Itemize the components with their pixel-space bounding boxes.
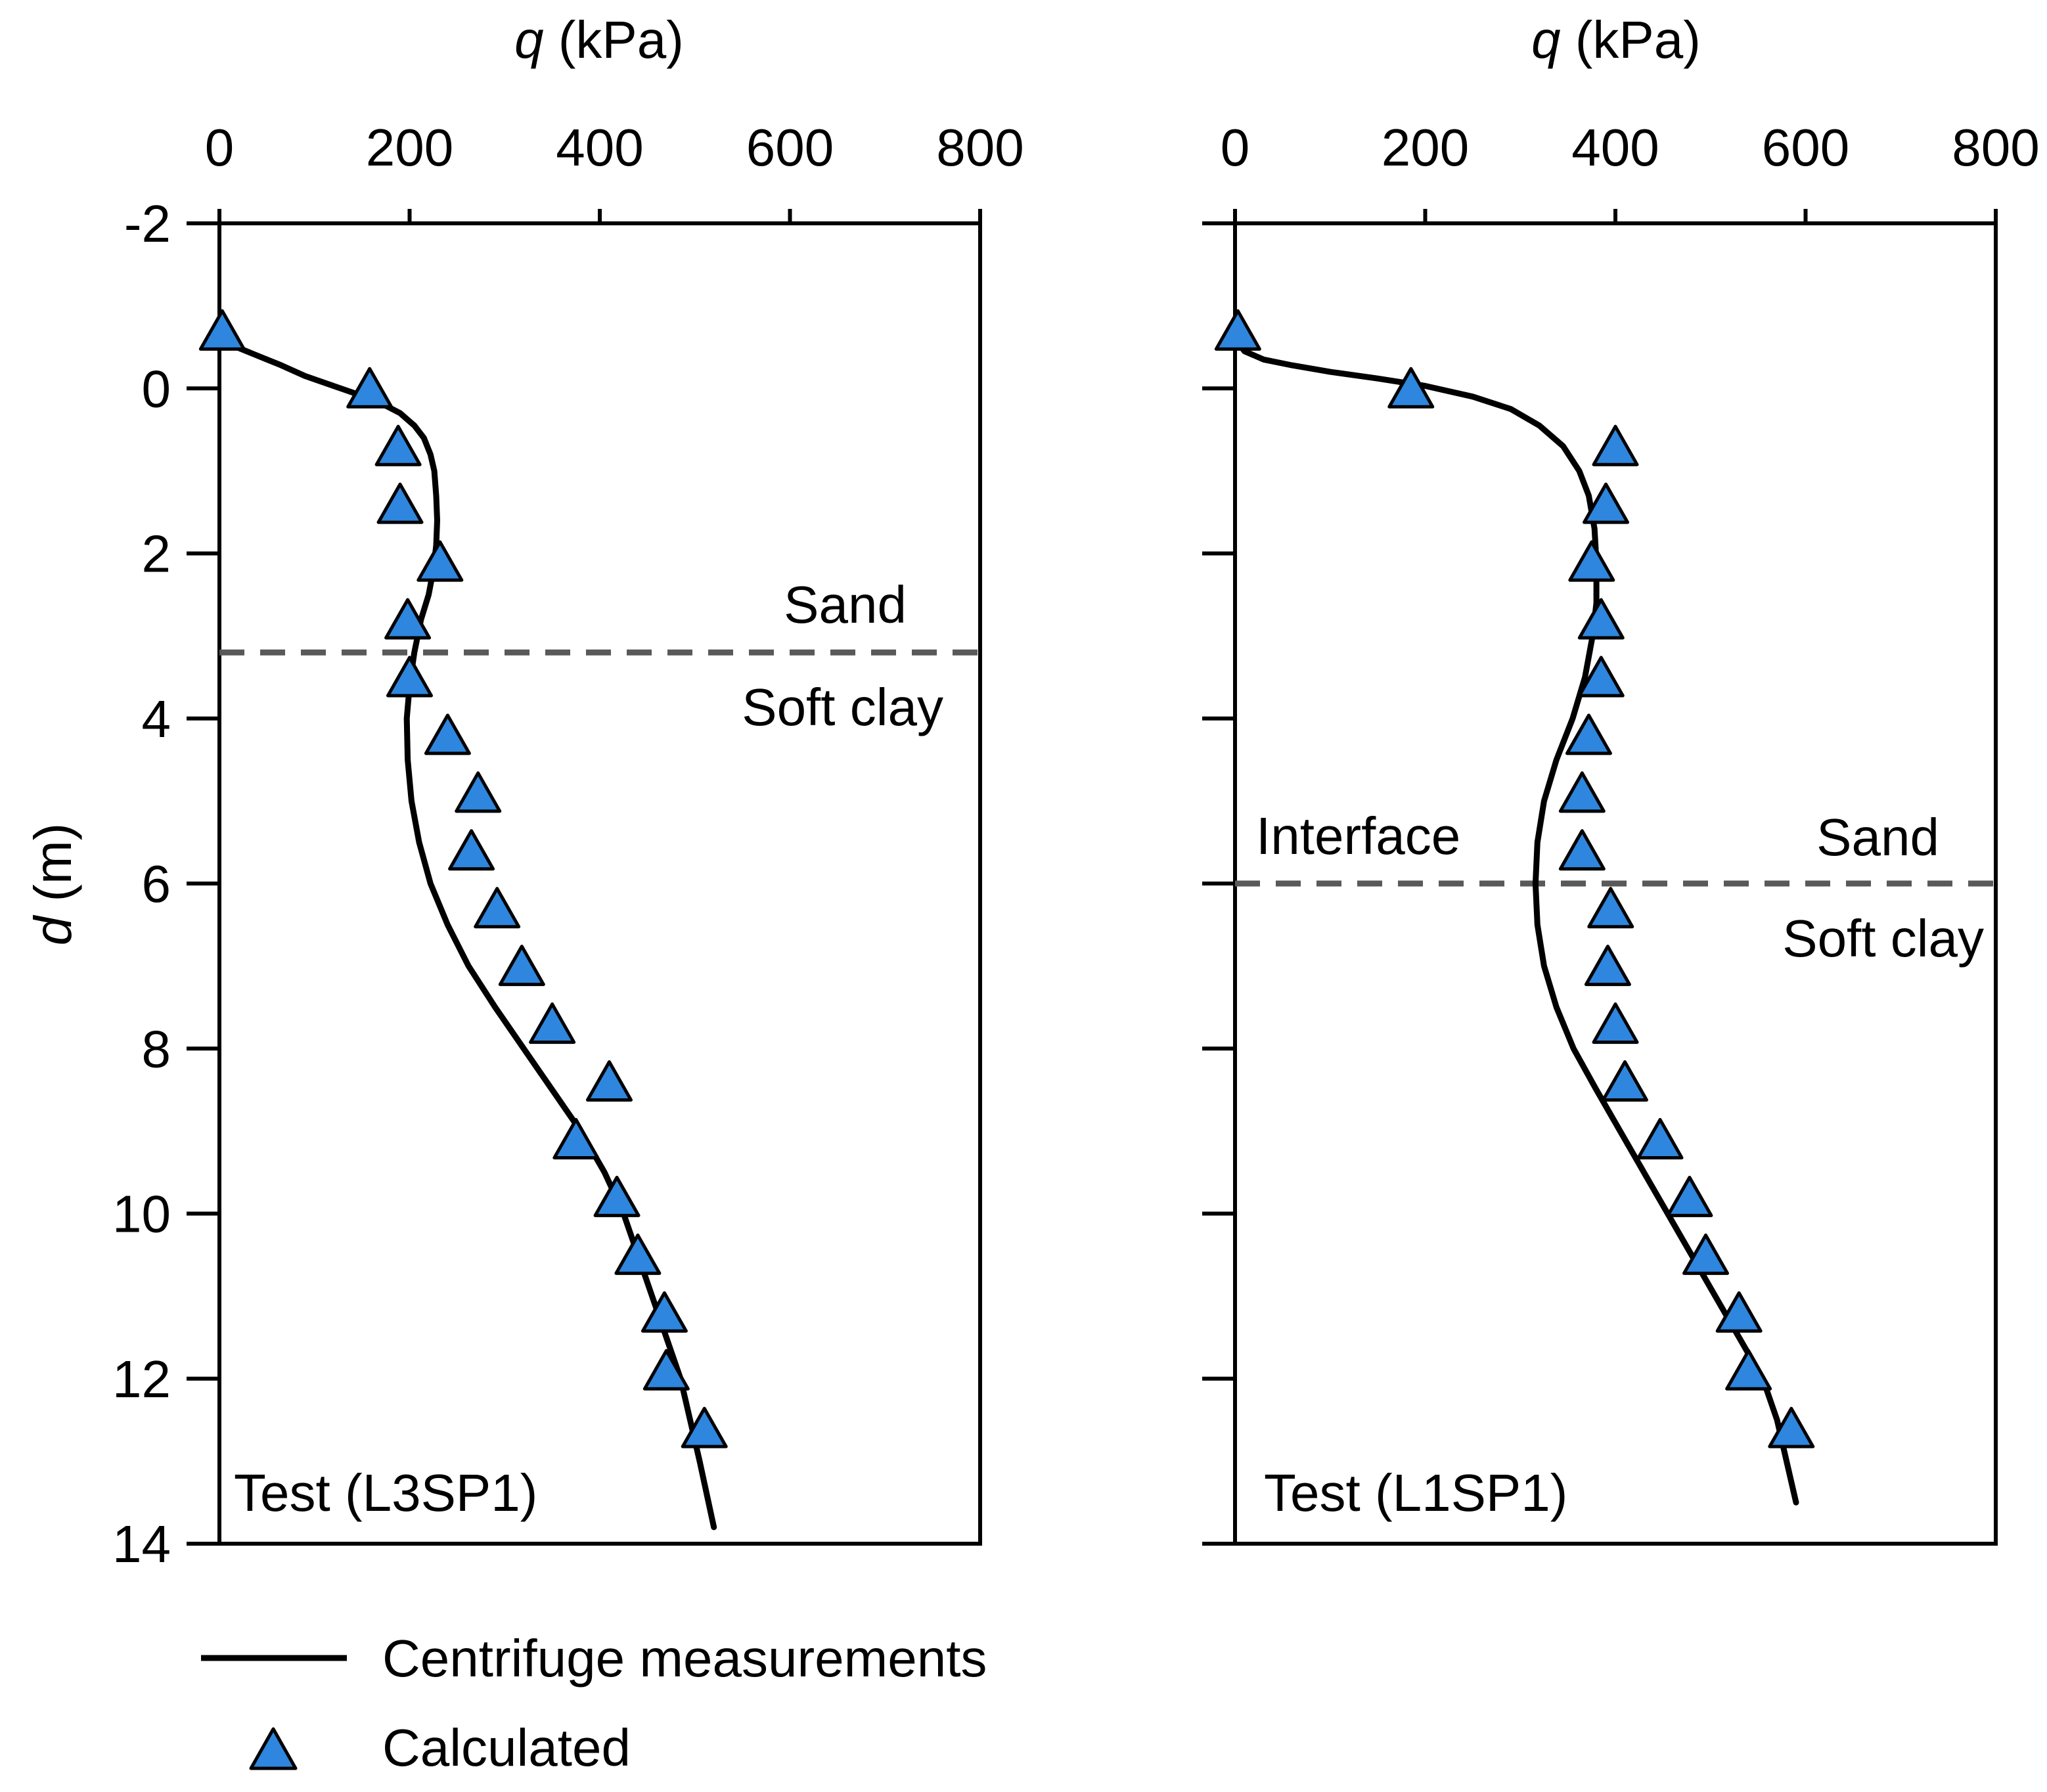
right-calculated-point [1592, 1002, 1639, 1044]
right-plot-area [1202, 209, 1998, 1546]
left-calculated-point [614, 1233, 662, 1275]
legend: Centrifuge measurements Calculated [201, 1629, 987, 1777]
right-calculated-point [1584, 945, 1631, 987]
right-calculated-point [1558, 771, 1606, 813]
right-calculated-point [1666, 1175, 1713, 1217]
left-calculated-point [585, 1060, 633, 1102]
left-calculated-point [681, 1406, 728, 1448]
left-x-tick-label: 200 [366, 118, 453, 177]
left-x-tick-label: 800 [936, 118, 1024, 177]
left-calculated-point [198, 309, 246, 351]
left-y-tick-label: -2 [124, 194, 171, 253]
left-y-tick-label: 12 [112, 1350, 171, 1408]
left-y-tick-label: 6 [142, 855, 171, 913]
right-calculated-point [1768, 1406, 1815, 1448]
right-calculated-point [1636, 1117, 1684, 1159]
left-x-axis-title-unit: (kPa) [544, 11, 684, 69]
panel-left-chart: q (kPa) 0 200 400 600 800 -2 0 2 4 6 8 10 12 14 Sand… [112, 11, 1024, 1573]
left-calculated-point [424, 713, 471, 755]
right-x-axis-title: q (kPa) [1531, 11, 1701, 69]
left-y-tick-label: 10 [112, 1185, 171, 1243]
right-calculated-point [1587, 887, 1634, 929]
right-x-tick-labels: 0 200 400 600 800 [1221, 118, 2040, 177]
right-calculated-point [1682, 1233, 1730, 1275]
right-x-tick-label: 400 [1571, 118, 1659, 177]
left-calculated-point [374, 424, 422, 466]
legend-line-label: Centrifuge measurements [382, 1629, 987, 1688]
right-calculated-point [1577, 598, 1625, 640]
left-y-tick-label: 2 [142, 525, 171, 583]
left-calculated-point [386, 656, 433, 698]
right-calculated-point [1583, 482, 1630, 524]
left-y-tick-labels: -2 0 2 4 6 8 10 12 14 [112, 194, 171, 1573]
right-calculated-point [1565, 713, 1612, 755]
right-x-tick-label: 800 [1952, 118, 2039, 177]
right-calculated-point [1387, 367, 1435, 409]
left-calculated-point [455, 771, 502, 813]
legend-marker-label: Calculated [382, 1718, 631, 1777]
y-axis-title-symbol: d [24, 914, 82, 945]
left-interface-label-lower: Soft clay [742, 678, 943, 736]
legend-marker-swatch [249, 1727, 298, 1770]
left-plot-frame [217, 221, 982, 1546]
right-x-axis-title-symbol: q [1531, 11, 1561, 69]
y-axis-title-unit: (m) [24, 823, 82, 916]
left-calculated-point [552, 1117, 600, 1159]
right-calculated-point [1715, 1291, 1763, 1333]
left-y-tick-label: 8 [142, 1019, 171, 1078]
right-calculated-point [1725, 1349, 1772, 1391]
right-calculated-point [1577, 656, 1625, 698]
left-calculated-point [641, 1291, 688, 1333]
left-calculated-point [498, 945, 545, 987]
left-x-axis-title-symbol: q [514, 11, 544, 69]
right-x-tick-label: 600 [1762, 118, 1849, 177]
left-plot-area [187, 209, 982, 1546]
left-calculated-point [416, 540, 464, 582]
left-calculated-point [448, 829, 495, 871]
right-test-label: Test (L1SP1) [1264, 1464, 1567, 1522]
left-test-label: Test (L3SP1) [234, 1464, 537, 1522]
right-calculated-point [1592, 424, 1639, 466]
left-x-tick-label: 0 [205, 118, 235, 177]
left-x-tick-label: 400 [556, 118, 643, 177]
y-axis-title: d (m) [24, 823, 82, 946]
left-calculated-point [474, 887, 521, 929]
left-calculated-point [593, 1175, 641, 1217]
right-calculated-point [1558, 829, 1606, 871]
left-calculated-point [529, 1002, 576, 1044]
left-x-tick-label: 600 [746, 118, 834, 177]
right-x-tick-label: 200 [1382, 118, 1469, 177]
panel-right-chart: q (kPa) 0 200 400 600 800 Interface Sand Sof… [1202, 11, 2040, 1546]
right-interface-label: Interface [1256, 807, 1460, 865]
left-calculated-point [346, 367, 394, 409]
right-x-axis-title-unit: (kPa) [1561, 11, 1701, 69]
right-x-tick-label: 0 [1221, 118, 1250, 177]
left-calculated-point [384, 598, 432, 640]
left-calculated-point [642, 1349, 690, 1391]
right-calculated-point [1601, 1060, 1648, 1102]
left-calculated-point [376, 482, 424, 524]
right-measured-line [1232, 336, 1799, 1506]
right-interface-label-upper: Sand [1816, 808, 1939, 866]
left-x-axis-title: q (kPa) [514, 11, 684, 69]
left-y-tick-label: 14 [112, 1515, 171, 1573]
right-calculated-point [1568, 540, 1615, 582]
left-interface-label-upper: Sand [784, 575, 907, 634]
left-y-tick-label: 4 [142, 690, 171, 748]
right-calculated-point [1214, 309, 1261, 351]
left-y-tick-label: 0 [142, 359, 171, 418]
right-interface-label-lower: Soft clay [1782, 909, 1984, 968]
left-x-tick-labels: 0 200 400 600 800 [205, 118, 1024, 177]
left-measured-line [216, 327, 717, 1531]
